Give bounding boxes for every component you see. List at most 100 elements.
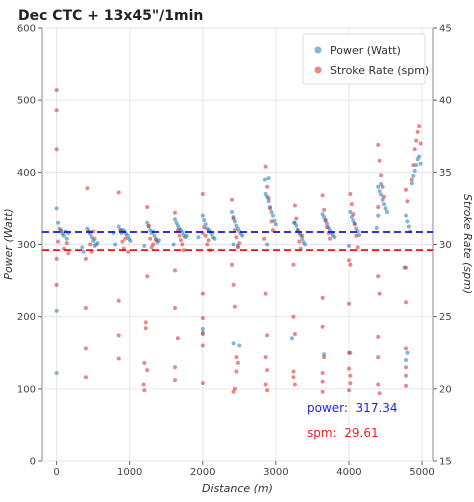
stroke-rate-point <box>173 268 177 273</box>
power-point <box>142 243 147 248</box>
stroke-rate-point <box>405 199 410 204</box>
stroke-rate-point <box>404 365 408 370</box>
stroke-rate-point <box>173 378 177 383</box>
stroke-rate-point <box>231 389 236 394</box>
stroke-rate-point <box>123 236 128 241</box>
y-tick-label: 600 <box>17 24 36 35</box>
stroke-rate-point <box>231 216 236 221</box>
stroke-rate-point <box>348 373 353 378</box>
stroke-rate-point <box>83 346 88 351</box>
stroke-rate-point <box>411 163 416 168</box>
stroke-rate-point <box>291 375 296 380</box>
stroke-rate-point <box>347 366 351 371</box>
x-tick-label: 0 <box>53 467 59 478</box>
stroke-rate-point <box>320 295 325 300</box>
stroke-rate-point <box>268 206 272 211</box>
stroke-rate-point <box>151 242 156 247</box>
stroke-rate-point <box>322 355 327 360</box>
y2-tick-label: 30 <box>439 240 452 251</box>
stroke-rate-point <box>351 212 356 217</box>
power-point <box>231 242 236 247</box>
power-point <box>266 176 271 181</box>
chart-title: Dec CTC + 13x45"/1min <box>18 8 203 24</box>
power-point <box>230 210 234 214</box>
power-point <box>212 236 217 241</box>
power-point <box>322 352 327 357</box>
power-point <box>273 222 278 227</box>
stroke-rate-point <box>143 320 148 325</box>
power-point <box>156 238 161 243</box>
stroke-rate-point <box>376 382 381 387</box>
x-axis-label: Distance (m) <box>202 482 273 495</box>
stroke-rate-point <box>404 383 408 388</box>
power-point <box>374 225 379 230</box>
stroke-rate-point <box>175 336 180 341</box>
stroke-rate-point <box>382 194 386 199</box>
power-point <box>376 213 381 218</box>
legend-marker-power <box>314 46 322 54</box>
stroke-rate-point <box>231 282 236 287</box>
stroke-rate-point <box>347 350 351 355</box>
stroke-rate-point <box>379 173 384 178</box>
power-point <box>379 192 384 197</box>
stroke-rate-point <box>376 334 381 339</box>
stroke-rate-point <box>269 219 274 224</box>
power-point <box>294 223 299 228</box>
stroke-rate-point <box>349 202 354 207</box>
stroke-rate-point <box>348 192 353 196</box>
power-point <box>113 242 118 247</box>
stroke-rate-point <box>325 225 329 230</box>
legend-label-power: Power (Watt) <box>330 44 401 57</box>
power-point <box>292 220 297 225</box>
power-point <box>266 199 271 204</box>
stroke-rate-point <box>352 222 357 227</box>
stroke-rate-point <box>404 187 408 192</box>
stroke-rate-point <box>263 291 268 296</box>
stroke-rate-point <box>377 391 382 396</box>
stroke-rate-point <box>235 360 240 365</box>
stroke-rate-point <box>355 245 360 250</box>
stroke-rate-point <box>54 256 59 261</box>
y-tick-label: 100 <box>17 384 36 395</box>
legend: Power (Watt) Stroke Rate (spm) <box>302 33 429 85</box>
stroke-rate-point <box>292 332 297 336</box>
stroke-rate-point <box>145 274 150 279</box>
stroke-rate-point <box>173 306 177 310</box>
stroke-rate-point <box>412 147 417 152</box>
stroke-rate-point <box>328 236 332 241</box>
stroke-rate-point <box>143 326 148 331</box>
stroke-rate-point <box>142 388 147 393</box>
power-point <box>405 350 410 355</box>
stroke-rate-point <box>120 239 125 244</box>
power-point <box>54 308 59 313</box>
stroke-rate-point <box>376 142 381 147</box>
power-point <box>409 181 414 186</box>
power-point <box>406 224 411 229</box>
stroke-rate-point <box>347 301 351 306</box>
stroke-rate-point <box>66 251 71 256</box>
stroke-rate-point <box>418 141 423 146</box>
stroke-rate-point <box>234 355 239 360</box>
power-point <box>265 242 270 247</box>
stroke-rate-point <box>292 382 297 387</box>
stroke-rate-point <box>320 379 325 384</box>
power-point <box>200 213 205 218</box>
power-point <box>81 249 86 254</box>
stroke-rate-point <box>181 248 186 253</box>
y-tick-label: 200 <box>17 312 36 323</box>
scatter-points <box>54 88 423 396</box>
stroke-rate-point <box>265 368 270 373</box>
stroke-rate-point <box>263 382 268 387</box>
stroke-rate-point <box>64 241 69 246</box>
stroke-rate-point <box>202 225 207 230</box>
stroke-rate-point <box>200 291 205 296</box>
stroke-rate-point <box>300 233 305 238</box>
x-axis-ticks: 0 1000 2000 3000 4000 5000 <box>53 461 435 478</box>
power-point <box>95 241 100 246</box>
stroke-rate-point <box>148 236 153 241</box>
stroke-rate-point <box>54 282 59 287</box>
stroke-rate-point <box>377 291 382 296</box>
power-point <box>262 177 267 182</box>
stroke-rate-point <box>262 236 267 241</box>
